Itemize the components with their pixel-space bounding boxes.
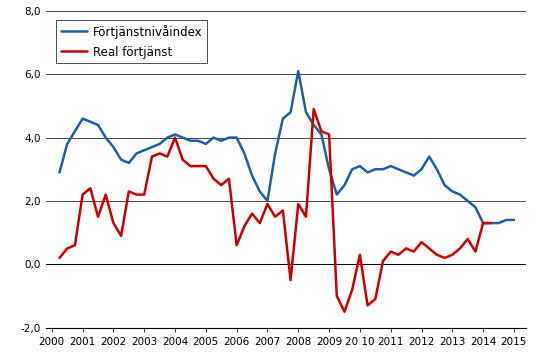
Förtjänstnivåindex (349, 167, 355, 171)
Line: Förtjänstnivåindex: Förtjänstnivåindex (60, 71, 514, 223)
Förtjänstnivåindex (202, 142, 209, 146)
Real förtjänst (172, 135, 178, 140)
Legend: Förtjänstnivåindex, Real förtjänst: Förtjänstnivåindex, Real förtjänst (56, 20, 207, 63)
Förtjänstnivåindex (211, 135, 217, 140)
Real förtjänst (372, 297, 379, 301)
Real förtjänst (56, 256, 63, 260)
Real förtjänst (310, 107, 317, 111)
Förtjänstnivåindex (172, 132, 178, 136)
Förtjänstnivåindex (187, 139, 194, 143)
Real förtjänst (342, 309, 348, 314)
Förtjänstnivåindex (133, 151, 140, 155)
Real förtjänst (365, 303, 371, 308)
Förtjänstnivåindex (511, 218, 517, 222)
Line: Real förtjänst: Real förtjänst (60, 109, 491, 312)
Förtjänstnivåindex (295, 69, 301, 73)
Real förtjänst (241, 224, 248, 229)
Real förtjänst (488, 221, 494, 225)
Real förtjänst (72, 243, 78, 248)
Förtjänstnivåindex (480, 221, 487, 225)
Förtjänstnivåindex (56, 170, 63, 175)
Real förtjänst (79, 193, 86, 197)
